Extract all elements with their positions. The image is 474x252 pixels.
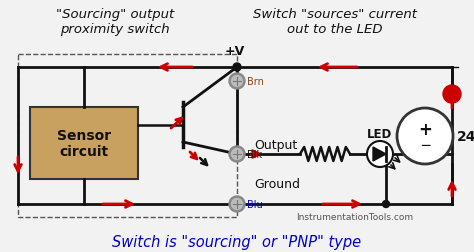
Circle shape [367, 141, 393, 167]
Circle shape [383, 201, 390, 208]
Text: Sensor
circuit: Sensor circuit [57, 128, 111, 159]
Text: Output: Output [254, 138, 297, 151]
Text: InstrumentationTools.com: InstrumentationTools.com [296, 213, 413, 222]
Text: +: + [418, 120, 432, 138]
Circle shape [229, 196, 245, 212]
FancyBboxPatch shape [30, 108, 138, 179]
Text: Switch is "sourcing" or "PNP" type: Switch is "sourcing" or "PNP" type [112, 235, 362, 249]
Text: +V: +V [225, 45, 245, 58]
Circle shape [229, 74, 245, 90]
Text: "Sourcing" output
proximity switch: "Sourcing" output proximity switch [56, 8, 174, 36]
Text: Blk: Blk [247, 149, 262, 159]
Circle shape [231, 76, 243, 87]
Text: Switch "sources" current
out to the LED: Switch "sources" current out to the LED [253, 8, 417, 36]
Text: Blu: Blu [247, 199, 263, 209]
Circle shape [231, 199, 243, 210]
Text: LED: LED [367, 128, 392, 141]
Text: ─: ─ [421, 138, 429, 152]
Circle shape [229, 146, 245, 162]
Polygon shape [373, 147, 386, 161]
Circle shape [231, 149, 243, 160]
Circle shape [443, 86, 461, 104]
Circle shape [397, 109, 453, 164]
Circle shape [233, 64, 241, 72]
Text: Ground: Ground [254, 178, 300, 191]
Text: 24VDC: 24VDC [457, 130, 474, 143]
Text: Brn: Brn [247, 77, 264, 87]
